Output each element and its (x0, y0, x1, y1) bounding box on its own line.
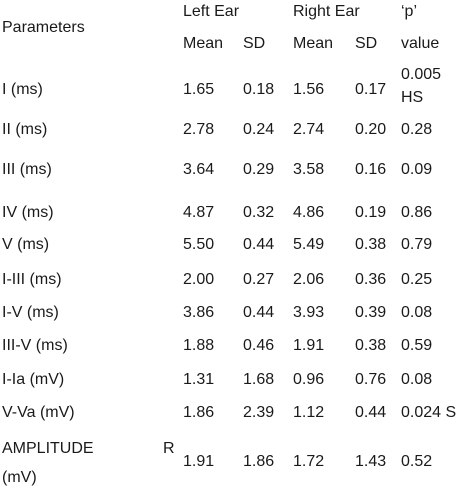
cell: 1.68 (243, 371, 275, 388)
cell: 1.88 (183, 337, 215, 354)
cell: 0.18 (243, 81, 275, 98)
cell: 0.44 (243, 304, 275, 321)
cell: 3.64 (183, 161, 215, 178)
cell: 0.44 (355, 404, 387, 421)
cell: 0.96 (293, 371, 325, 388)
row-label: V (ms) (2, 236, 50, 253)
p-value: 0.25 (401, 271, 433, 288)
cell: 0.46 (243, 337, 275, 354)
cell: 0.38 (355, 236, 387, 253)
column-header: Mean (293, 35, 334, 52)
row-label: R (163, 440, 175, 457)
header-p: ‘p’ (401, 3, 418, 20)
p-value: 0.024 S (401, 404, 457, 421)
p-value: HS (401, 89, 424, 106)
column-header: SD (355, 35, 378, 52)
row-label: (mV) (2, 469, 37, 486)
row-label: V-Va (mV) (2, 404, 75, 421)
cell: 2.39 (243, 404, 275, 421)
cell: 0.17 (355, 81, 387, 98)
cell: 3.58 (293, 161, 325, 178)
cell: 1.56 (293, 81, 325, 98)
row-label: I-V (ms) (2, 304, 59, 321)
cell: 1.72 (293, 453, 325, 470)
p-value: 0.28 (401, 121, 433, 138)
cell: 0.19 (355, 204, 387, 221)
cell: 1.86 (243, 453, 275, 470)
row-label: I (ms) (2, 81, 43, 98)
p-value: 0.52 (401, 453, 433, 470)
column-header: Mean (183, 35, 224, 52)
cell: 2.06 (293, 271, 325, 288)
p-value: 0.79 (401, 236, 433, 253)
cell: 0.16 (355, 161, 387, 178)
cell: 0.24 (243, 121, 275, 138)
row-label: I-Ia (mV) (2, 371, 65, 388)
row-label: IV (ms) (2, 204, 54, 221)
row-label: III-V (ms) (2, 337, 68, 354)
cell: 1.91 (293, 337, 325, 354)
cell: 5.50 (183, 236, 215, 253)
row-label: II (ms) (2, 121, 48, 138)
p-value: 0.09 (401, 161, 433, 178)
header-value: value (401, 35, 440, 52)
cell: 0.27 (243, 271, 275, 288)
p-value: 0.59 (401, 337, 433, 354)
p-value: 0.005 (401, 66, 442, 83)
cell: 0.44 (243, 236, 275, 253)
header-group: Left Ear (183, 3, 240, 20)
cell: 1.86 (183, 404, 215, 421)
cell: 0.36 (355, 271, 387, 288)
p-value: 0.86 (401, 204, 433, 221)
cell: 1.91 (183, 453, 215, 470)
cell: 0.32 (243, 204, 275, 221)
cell: 2.74 (293, 121, 325, 138)
cell: 0.39 (355, 304, 387, 321)
column-header: SD (243, 35, 266, 52)
cell: 3.86 (183, 304, 215, 321)
row-label: III (ms) (2, 161, 52, 178)
row-label: AMPLITUDE (2, 440, 94, 457)
cell: 4.87 (183, 204, 215, 221)
cell: 1.31 (183, 371, 215, 388)
cell: 2.00 (183, 271, 215, 288)
row-label: I-III (ms) (2, 271, 62, 288)
cell: 0.38 (355, 337, 387, 354)
cell: 1.65 (183, 81, 215, 98)
cell: 4.86 (293, 204, 325, 221)
cell: 0.76 (355, 371, 387, 388)
p-value: 0.08 (401, 371, 433, 388)
cell: 3.93 (293, 304, 325, 321)
cell: 1.12 (293, 404, 325, 421)
p-value: 0.08 (401, 304, 433, 321)
cell: 0.29 (243, 161, 275, 178)
cell: 0.20 (355, 121, 387, 138)
cell: 5.49 (293, 236, 325, 253)
cell: 1.43 (355, 453, 387, 470)
header-group: Right Ear (293, 3, 360, 20)
header-parameters: Parameters (2, 19, 85, 36)
cell: 2.78 (183, 121, 215, 138)
